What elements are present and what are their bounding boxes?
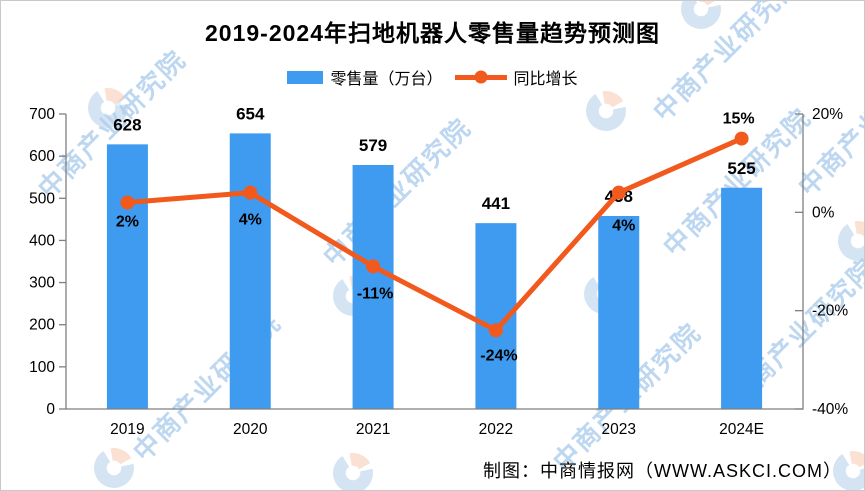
bar-value-label-2022: 441 bbox=[482, 194, 510, 213]
legend-item-retail: 零售量（万台） bbox=[287, 65, 443, 89]
legend: 零售量（万台） 同比增长 bbox=[1, 65, 864, 89]
x-axis-label-2023: 2023 bbox=[602, 421, 636, 438]
left-axis-label: 200 bbox=[29, 317, 55, 334]
x-axis-label-2024E: 2024E bbox=[719, 421, 764, 438]
bar-value-label-2020: 654 bbox=[236, 104, 265, 123]
left-axis-label: 700 bbox=[29, 106, 55, 123]
bar-2019 bbox=[106, 144, 148, 410]
right-axis-label: 0% bbox=[812, 204, 835, 221]
line-point-2021 bbox=[366, 259, 381, 274]
line-point-2024E bbox=[734, 131, 749, 146]
bar-value-label-2024E: 525 bbox=[727, 159, 755, 178]
x-axis-label-2020: 2020 bbox=[233, 421, 268, 438]
x-axis-label-2022: 2022 bbox=[479, 421, 513, 438]
line-point-2019 bbox=[120, 195, 135, 210]
footer-credit: 制图：中商情报网（WWW.ASKCI.COM） bbox=[483, 461, 842, 481]
left-axis-label: 100 bbox=[29, 359, 55, 376]
axes-frame bbox=[65, 114, 804, 410]
line-marker-icon bbox=[474, 70, 487, 84]
line-series-swatch-icon bbox=[454, 70, 507, 84]
bar-2020 bbox=[229, 133, 271, 409]
line-value-label-2023: 4% bbox=[612, 218, 635, 235]
left-axis-label: 500 bbox=[29, 190, 55, 207]
legend-label-retail: 零售量（万台） bbox=[330, 71, 443, 88]
legend-label-yoy: 同比增长 bbox=[513, 71, 578, 88]
line-value-label-2019: 2% bbox=[116, 214, 139, 231]
line-point-2022 bbox=[488, 323, 503, 338]
right-axis-label: -40% bbox=[812, 401, 848, 418]
left-axis-label: 600 bbox=[29, 148, 55, 165]
x-axis-label-2019: 2019 bbox=[110, 421, 144, 438]
line-value-label-2024E: 15% bbox=[723, 111, 755, 128]
line-value-label-2020: 4% bbox=[239, 212, 262, 229]
bar-value-label-2021: 579 bbox=[359, 136, 387, 155]
chart-title: 2019-2024年扫地机器人零售量趋势预测图 bbox=[205, 20, 660, 46]
bar-value-label-2019: 628 bbox=[113, 115, 141, 134]
line-value-label-2021: -11% bbox=[357, 285, 393, 302]
line-point-2020 bbox=[243, 185, 258, 200]
bar-series-swatch-icon bbox=[287, 70, 324, 84]
legend-item-yoy: 同比增长 bbox=[454, 65, 578, 89]
left-axis-label: 400 bbox=[29, 232, 55, 249]
right-axis-label: 20% bbox=[812, 106, 843, 123]
left-axis-label: 300 bbox=[29, 275, 55, 292]
bar-2023 bbox=[598, 215, 640, 409]
right-axis-label: -20% bbox=[812, 303, 848, 320]
x-axis-label-2021: 2021 bbox=[356, 421, 390, 438]
yoy-line bbox=[124, 136, 745, 333]
line-value-label-2022: -24% bbox=[480, 347, 517, 364]
bar-2024E bbox=[721, 187, 763, 409]
line-point-2023 bbox=[611, 185, 626, 200]
left-axis-label: 0 bbox=[46, 401, 55, 418]
